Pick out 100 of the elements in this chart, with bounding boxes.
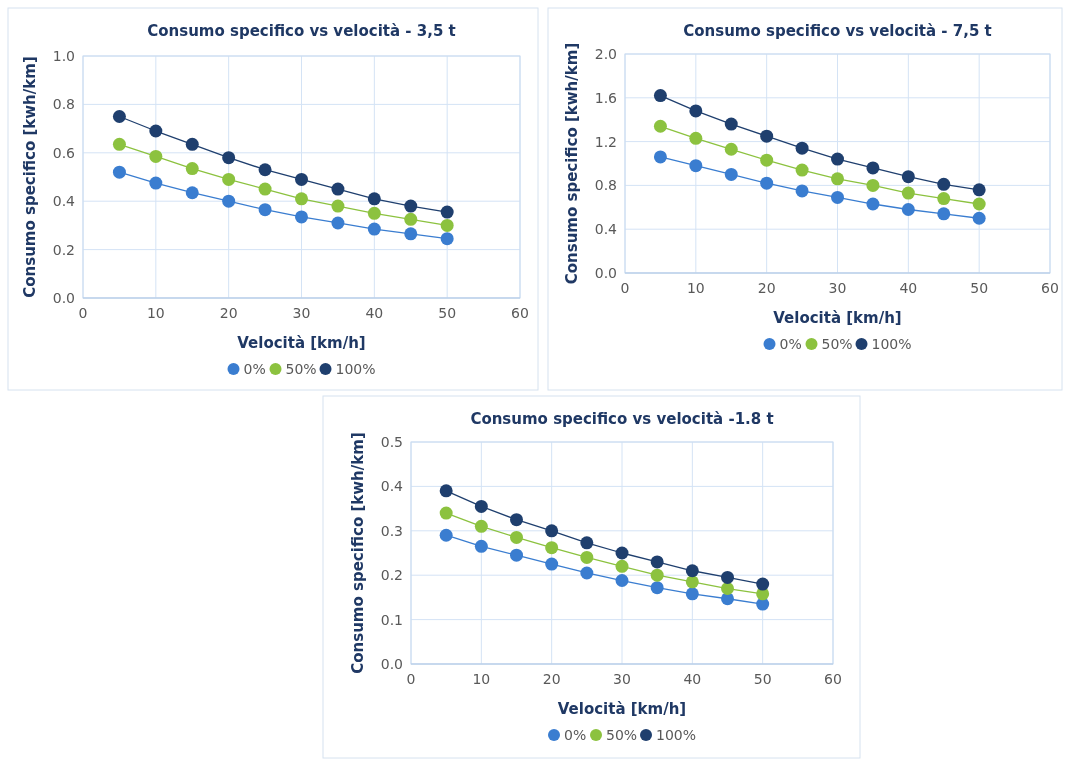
x-tick-label: 30 [828,280,847,296]
legend-label: 0% [243,361,266,377]
legend-label: 0% [564,727,587,743]
y-axis-title: Consumo specifico [kwh/km] [21,56,39,298]
legend-label: 50% [285,361,317,377]
point [685,587,699,601]
point [367,206,381,220]
chart-title: Consumo specifico vs velocità -1.8 t [470,410,774,428]
point [901,186,915,200]
point [185,186,199,200]
y-tick-label: 1.6 [594,89,618,106]
y-tick-label: 0.6 [52,144,76,161]
y-tick-label: 0.3 [380,522,403,539]
point [331,216,345,230]
point [440,205,454,219]
point [724,117,738,131]
point [615,574,629,588]
point [149,124,163,138]
point [615,546,629,560]
y-axis-title: Consumo specifico [kwh/km] [563,42,581,285]
y-tick-label: 0.1 [380,611,403,628]
point [367,192,381,206]
point [404,227,418,241]
x-axis-title: Velocità [km/h] [237,334,366,352]
x-tick-label: 0 [620,280,630,296]
point [795,141,809,155]
point [721,570,734,584]
point [440,232,454,246]
point [650,568,664,582]
point [972,211,986,225]
y-tick-label: 0.8 [594,177,617,194]
point [760,153,774,167]
legend-label: 100% [871,336,912,352]
y-tick-label: 0.4 [52,193,76,210]
x-axis-title: Velocità [km/h] [773,309,902,327]
x-tick-label: 0 [78,305,88,321]
y-tick-label: 0.4 [594,221,618,238]
point [295,192,308,206]
point [580,566,594,580]
point [545,541,559,555]
y-tick-label: 0.5 [380,434,403,450]
point [222,172,236,186]
x-tick-label: 10 [686,280,705,296]
point [901,170,915,184]
point [760,176,774,190]
x-tick-label: 20 [542,671,561,687]
point [510,548,523,562]
point [866,197,880,211]
chart-title: Consumo specifico vs velocità - 3,5 t [147,22,456,40]
point [367,222,381,236]
point [760,129,774,143]
point [724,142,738,156]
point [650,581,664,595]
point [580,536,594,550]
point [112,137,126,151]
chart-title: Consumo specifico vs velocità - 7,5 t [683,22,992,40]
x-tick-label: 60 [1041,280,1059,296]
point [185,137,199,151]
point [653,150,667,164]
point [866,178,880,192]
point [440,218,454,232]
point [331,182,345,196]
point [149,149,163,163]
point [937,192,951,206]
point [756,577,770,591]
point [185,162,199,176]
point [331,199,345,213]
x-tick-label: 30 [613,671,631,687]
legend-label: 0% [779,336,802,352]
point [439,484,453,498]
point [721,582,734,596]
point [653,89,667,103]
legend-label: 100% [335,361,376,377]
y-tick-label: 0.0 [594,265,617,281]
point [866,161,880,175]
y-axis-title: Consumo specifico [kwh/km] [349,432,367,674]
y-tick-label: 0.2 [52,241,75,258]
point [795,163,809,177]
y-tick-label: 0.4 [380,478,404,495]
x-tick-label: 10 [146,305,165,321]
point [439,506,453,520]
point [901,202,915,216]
x-tick-label: 60 [824,671,842,687]
x-tick-label: 50 [970,280,989,296]
legend-label: 50% [606,727,638,743]
point [258,163,272,177]
x-tick-label: 40 [365,305,384,321]
y-tick-label: 0.8 [52,96,75,113]
x-tick-label: 40 [899,280,918,296]
point [724,167,738,181]
point [653,119,667,133]
x-tick-label: 20 [219,305,238,321]
point [222,151,236,165]
y-tick-label: 1.2 [594,133,617,150]
y-tick-label: 2.0 [594,46,617,62]
point [474,519,488,533]
point [258,203,272,217]
point [689,159,703,173]
point [831,152,844,166]
y-tick-label: 1.0 [52,48,75,64]
